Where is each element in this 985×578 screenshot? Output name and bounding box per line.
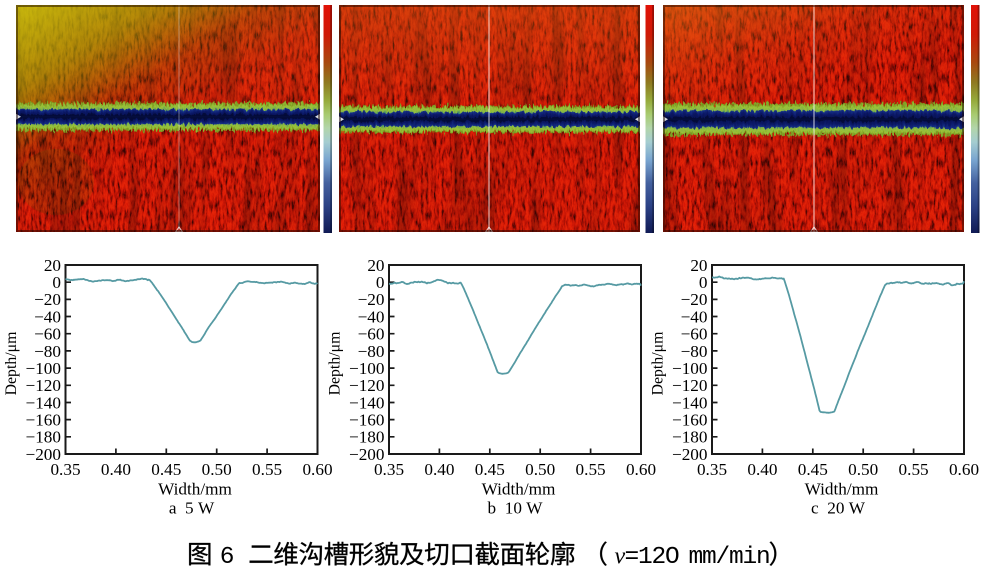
svg-text:0.55: 0.55: [576, 460, 606, 479]
svg-text:20: 20: [690, 256, 707, 275]
svg-text:−80: −80: [358, 342, 385, 361]
svg-text:−20: −20: [358, 290, 385, 309]
svg-text:−20: −20: [34, 290, 61, 309]
svg-text:−160: −160: [349, 411, 384, 430]
svg-text:0: 0: [376, 273, 385, 292]
svg-text:0.60: 0.60: [302, 460, 332, 479]
svg-text:−200: −200: [26, 445, 61, 464]
svg-text:0: 0: [699, 273, 708, 292]
svg-text:−40: −40: [358, 307, 385, 326]
svg-text:−180: −180: [349, 428, 384, 447]
svg-text:0.40: 0.40: [101, 460, 131, 479]
svg-text:−80: −80: [681, 342, 708, 361]
svg-text:−60: −60: [358, 325, 385, 344]
svg-text:v: v: [615, 544, 626, 570]
svg-text:Width/mm: Width/mm: [805, 480, 879, 499]
svg-text:0.60: 0.60: [949, 460, 979, 479]
svg-text:0.45: 0.45: [475, 460, 505, 479]
svg-text:−140: −140: [349, 393, 384, 412]
svg-text:6: 6: [220, 544, 235, 571]
svg-text:−100: −100: [672, 359, 707, 378]
svg-text:Width/mm: Width/mm: [482, 480, 556, 499]
svg-text:c 20 W: c 20 W: [811, 499, 866, 518]
svg-text:20: 20: [367, 256, 384, 275]
svg-text:Depth/μm: Depth/μm: [650, 331, 667, 395]
svg-text:0.50: 0.50: [525, 460, 555, 479]
svg-text:−160: −160: [672, 411, 707, 430]
svg-text:0.40: 0.40: [747, 460, 777, 479]
svg-text:mm/min: mm/min: [689, 544, 770, 571]
svg-text:0.60: 0.60: [626, 460, 656, 479]
svg-text:0.35: 0.35: [50, 460, 80, 479]
svg-text:−140: −140: [26, 393, 61, 412]
svg-text:−60: −60: [34, 325, 61, 344]
svg-text:−100: −100: [349, 359, 384, 378]
svg-text:−140: −140: [672, 393, 707, 412]
svg-text:−180: −180: [672, 428, 707, 447]
svg-text:0.55: 0.55: [899, 460, 929, 479]
svg-text:Depth/μm: Depth/μm: [327, 331, 344, 395]
svg-text:b 10 W: b 10 W: [488, 499, 544, 518]
svg-text:−100: −100: [26, 359, 61, 378]
svg-text:−160: −160: [26, 411, 61, 430]
svg-text:−120: −120: [672, 376, 707, 395]
svg-text:Depth/μm: Depth/μm: [3, 331, 20, 395]
svg-text:−200: −200: [349, 445, 384, 464]
svg-text:−60: −60: [681, 325, 708, 344]
svg-text:−20: −20: [681, 290, 708, 309]
svg-text:20: 20: [44, 256, 61, 275]
svg-text:0.35: 0.35: [374, 460, 404, 479]
svg-text:−180: −180: [26, 428, 61, 447]
svg-text:0.50: 0.50: [848, 460, 878, 479]
svg-text:0.40: 0.40: [424, 460, 454, 479]
svg-text:0.55: 0.55: [252, 460, 282, 479]
svg-text:−120: −120: [26, 376, 61, 395]
svg-text:=12O: =12O: [625, 544, 680, 571]
svg-text:0.50: 0.50: [202, 460, 232, 479]
svg-text:Width/mm: Width/mm: [158, 480, 232, 499]
svg-text:−200: −200: [672, 445, 707, 464]
svg-text:−40: −40: [681, 307, 708, 326]
svg-text:0: 0: [52, 273, 61, 292]
svg-text:−120: −120: [349, 376, 384, 395]
svg-text:−80: −80: [34, 342, 61, 361]
svg-text:0.35: 0.35: [697, 460, 727, 479]
svg-text:0.45: 0.45: [151, 460, 181, 479]
svg-text:a 5 W: a 5 W: [169, 499, 215, 518]
svg-text:−40: −40: [34, 307, 61, 326]
svg-text:0.45: 0.45: [798, 460, 828, 479]
